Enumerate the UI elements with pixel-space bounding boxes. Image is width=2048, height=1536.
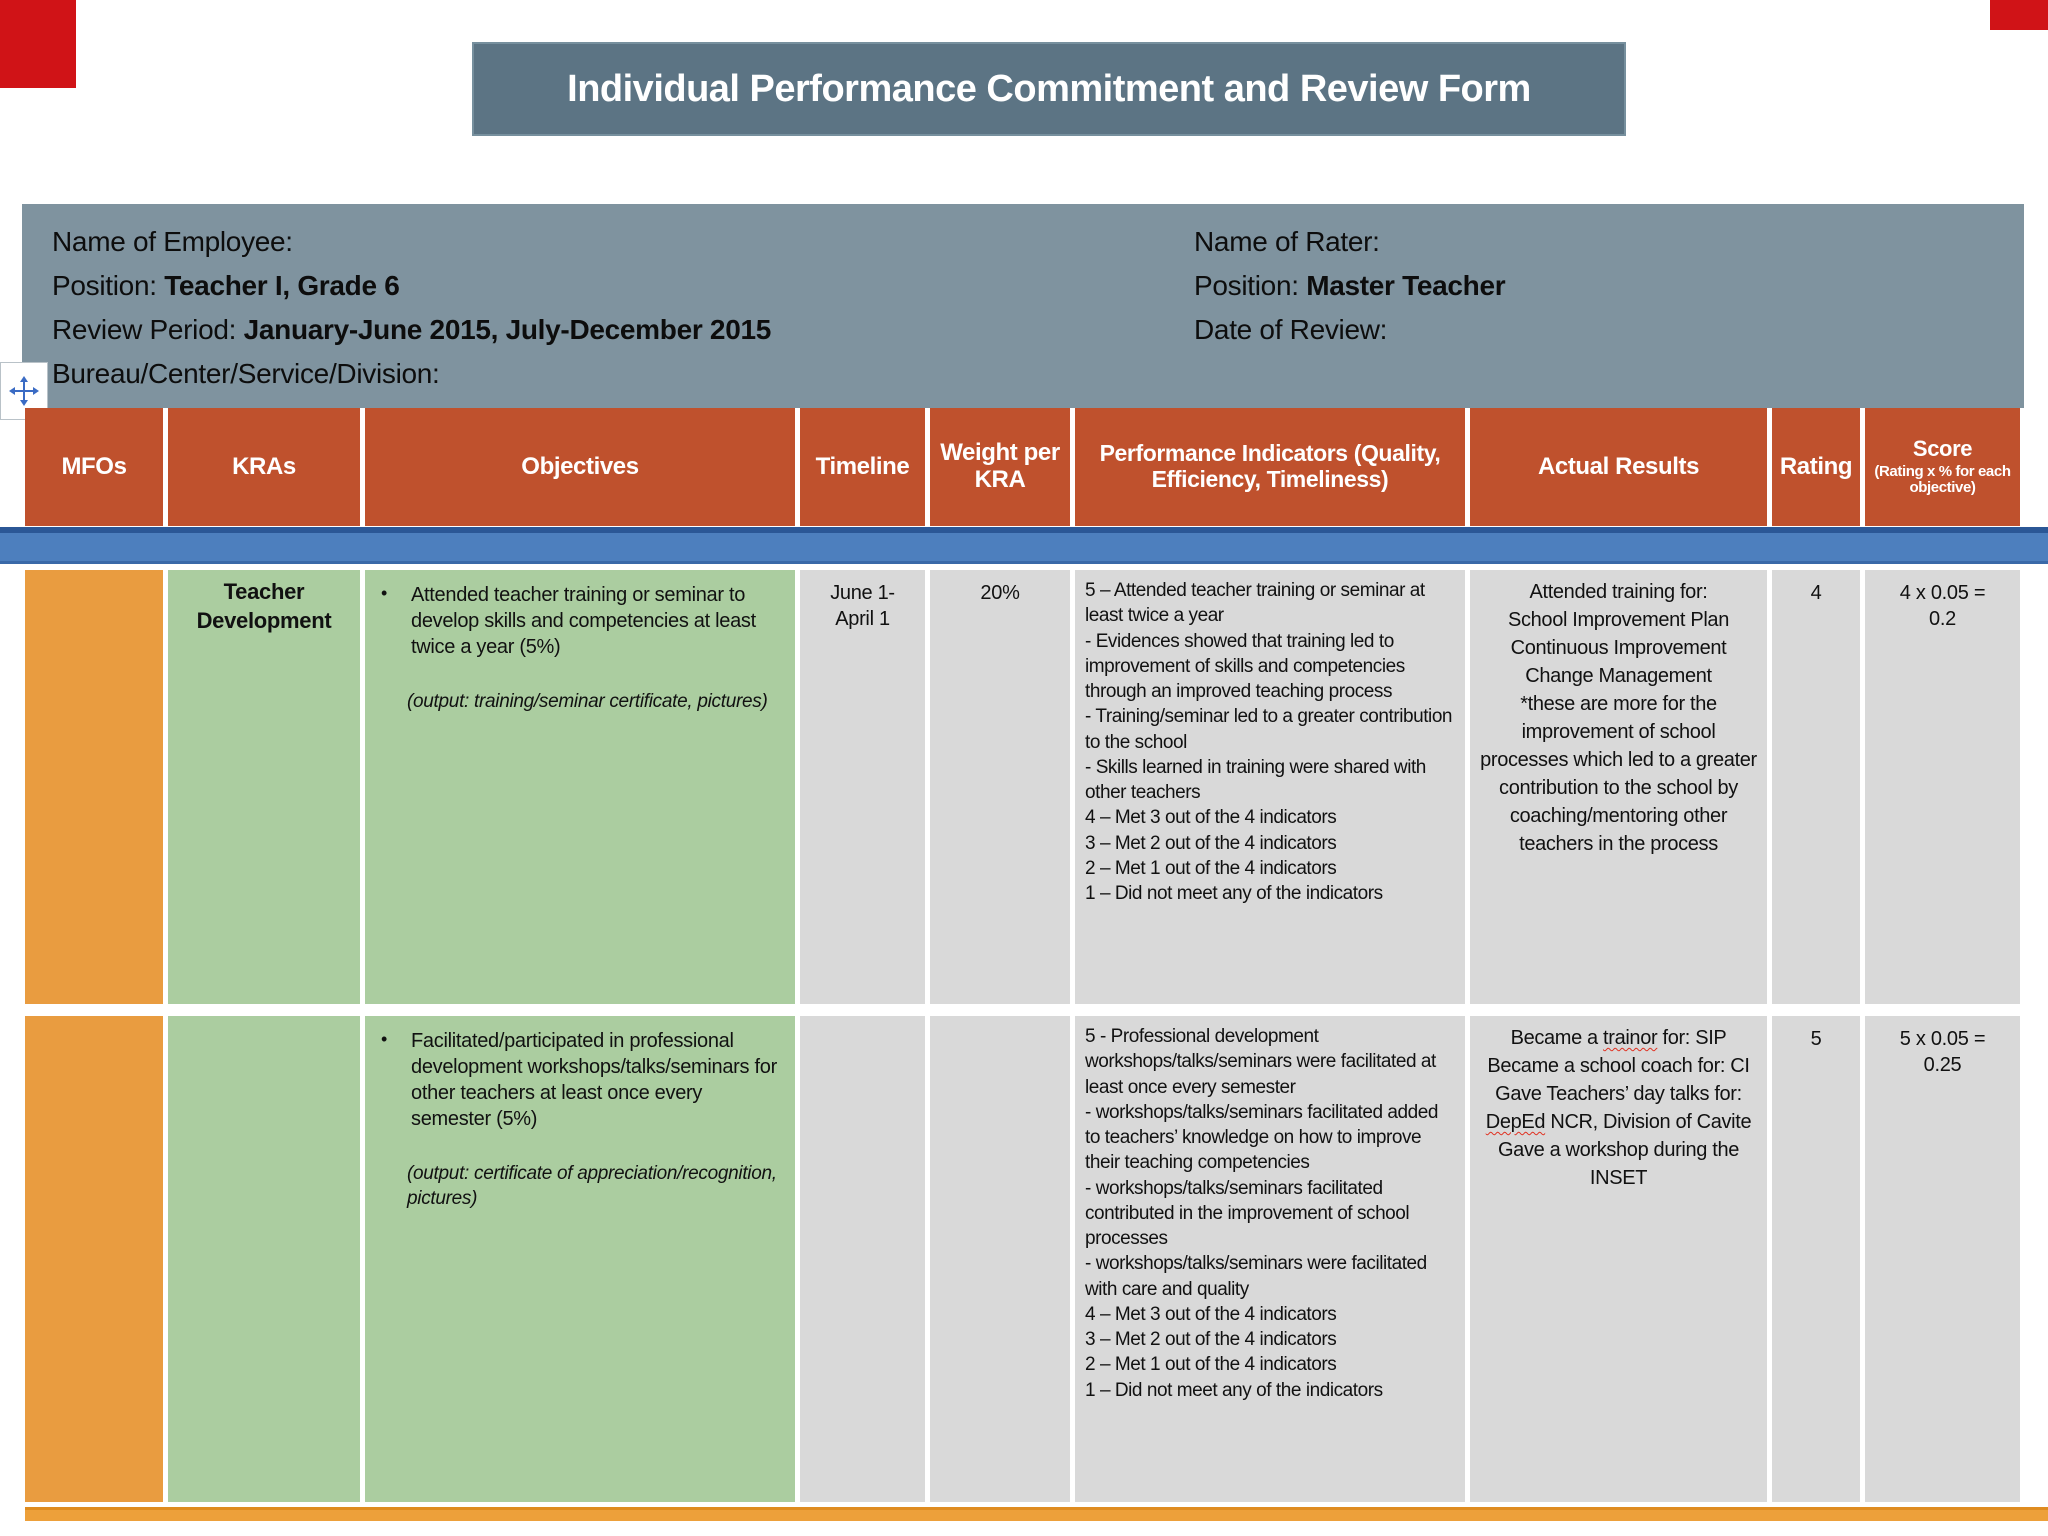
cell-mfos-row1 xyxy=(25,570,163,1004)
employee-info: Name of Employee: Position: Teacher I, G… xyxy=(52,220,771,396)
table-header-kras: KRAs xyxy=(168,408,360,526)
cell-rating-row1: 4 xyxy=(1772,570,1860,1004)
cell-objective-row2: • Facilitated/participated in profession… xyxy=(365,1016,795,1502)
cell-mfos-row2 xyxy=(25,1016,163,1502)
slide-corner-accent-top-left xyxy=(0,0,76,88)
bureau-label: Bureau/Center/Service/Division: xyxy=(52,358,440,389)
rater-name-line: Name of Rater: xyxy=(1194,220,1505,264)
cell-timeline-row2 xyxy=(800,1016,925,1502)
objective-text: Facilitated/participated in professional… xyxy=(411,1030,777,1130)
objective-output-text: (output: training/seminar certificate, p… xyxy=(407,691,768,712)
cell-objective-row1: • Attended teacher training or seminar t… xyxy=(365,570,795,1004)
cell-score-row1: 4 x 0.05 = 0.2 xyxy=(1865,570,2020,1004)
bullet-icon: • xyxy=(381,583,388,603)
rater-info: Name of Rater: Position: Master Teacher … xyxy=(1194,220,1506,352)
form-info-panel: Name of Employee: Position: Teacher I, G… xyxy=(22,204,2024,408)
rater-position-value: Master Teacher xyxy=(1306,270,1506,301)
rater-name-label: Name of Rater: xyxy=(1194,226,1380,257)
table-row: Teacher Development • Attended teacher t… xyxy=(25,570,2020,1004)
table-move-handle[interactable] xyxy=(0,362,48,420)
rater-position-line: Position: Master Teacher xyxy=(1194,264,1506,308)
cell-timeline-row1: June 1- April 1 xyxy=(800,570,925,1004)
page-title: Individual Performance Commitment and Re… xyxy=(567,67,1531,110)
cell-rating-row2: 5 xyxy=(1772,1016,1860,1502)
review-period-label: Review Period: xyxy=(52,314,244,345)
cell-kra-row2 xyxy=(168,1016,360,1502)
cell-score-row2: 5 x 0.05 = 0.25 xyxy=(1865,1016,2020,1502)
bureau-line: Bureau/Center/Service/Division: xyxy=(52,352,771,396)
table-header-performance-indicators: Performance Indicators (Quality, Efficie… xyxy=(1075,408,1465,526)
employee-name-label: Name of Employee: xyxy=(52,226,293,257)
employee-position-line: Position: Teacher I, Grade 6 xyxy=(52,264,771,308)
move-arrows-icon xyxy=(9,376,39,406)
table-header-weight: Weight per KRA xyxy=(930,408,1070,526)
employee-position-label: Position: xyxy=(52,270,165,301)
table-row: • Facilitated/participated in profession… xyxy=(25,1016,2020,1502)
cell-actual-results-row2: Became a trainor for: SIP Became a schoo… xyxy=(1470,1016,1767,1502)
objective-text: Attended teacher training or seminar to … xyxy=(411,584,756,658)
slide-corner-accent-top-right xyxy=(1990,0,2048,30)
table-header-mfos: MFOs xyxy=(25,408,163,526)
bottom-accent-bar xyxy=(25,1507,2048,1521)
objective-output-text: (output: certificate of appreciation/rec… xyxy=(407,1163,777,1209)
divider-band xyxy=(0,527,2048,564)
cell-weight-row1: 20% xyxy=(930,570,1070,1004)
cell-actual-results-row1: Attended training for: School Improvemen… xyxy=(1470,570,1767,1004)
table-header-rating: Rating xyxy=(1772,408,1860,526)
employee-position-value: Teacher I, Grade 6 xyxy=(164,270,400,301)
kra-value xyxy=(168,1016,360,1024)
score-header-main: Score xyxy=(1912,436,1973,462)
bullet-icon: • xyxy=(381,1029,388,1049)
cell-weight-row2 xyxy=(930,1016,1070,1502)
date-of-review-line: Date of Review: xyxy=(1194,308,1505,352)
table-header-actual-results: Actual Results xyxy=(1470,408,1767,526)
review-period-value: January-June 2015, July-December 2015 xyxy=(243,314,772,345)
table-header-timeline: Timeline xyxy=(800,408,925,526)
cell-indicators-row2: 5 - Professional development workshops/t… xyxy=(1075,1016,1465,1502)
table-header-row: MFOs KRAs Objectives Timeline Weight per… xyxy=(25,408,2020,526)
rater-position-label: Position: xyxy=(1194,270,1307,301)
table-header-objectives: Objectives xyxy=(365,408,795,526)
employee-name-line: Name of Employee: xyxy=(52,220,771,264)
date-of-review-label: Date of Review: xyxy=(1194,314,1388,345)
cell-kra-row1: Teacher Development xyxy=(168,570,360,1004)
review-period-line: Review Period: January-June 2015, July-D… xyxy=(52,308,771,352)
kra-value: Teacher Development xyxy=(196,579,332,633)
score-header-sub: (Rating x % for each objective) xyxy=(1874,462,2011,497)
page-title-bar: Individual Performance Commitment and Re… xyxy=(472,42,1626,136)
table-header-score: Score (Rating x % for each objective) xyxy=(1865,408,2020,526)
cell-indicators-row1: 5 – Attended teacher training or seminar… xyxy=(1075,570,1465,1004)
